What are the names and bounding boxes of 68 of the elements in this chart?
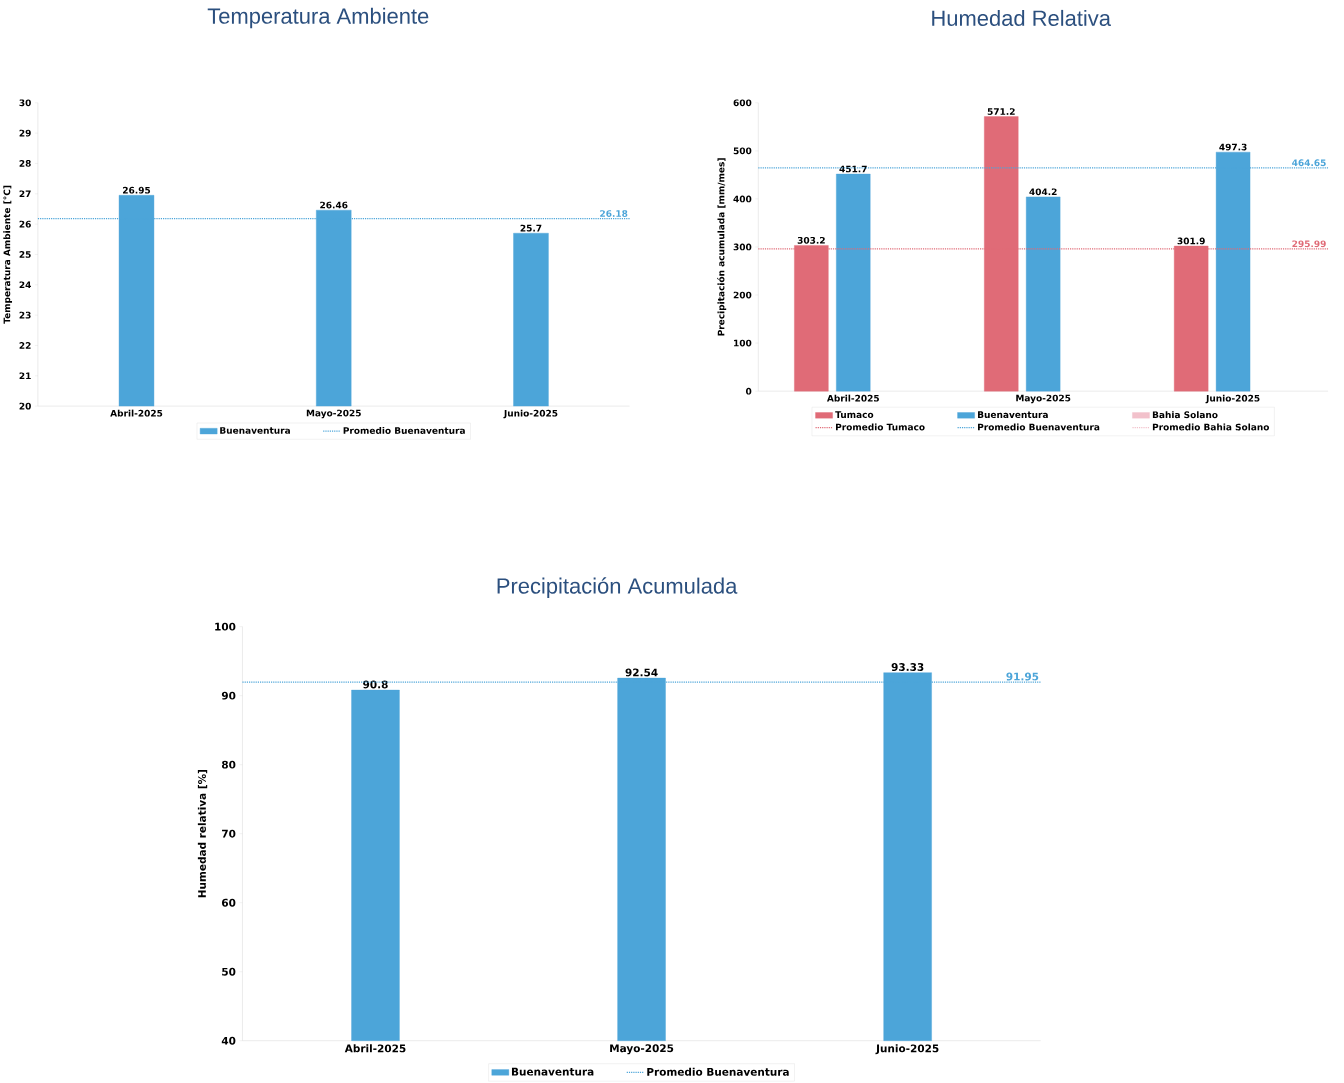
y-tick-label: 22 (19, 342, 31, 349)
y-tick-label: 23 (19, 311, 31, 319)
y-tick-label: 100 (215, 622, 236, 631)
data-label: 571.2 (987, 108, 1015, 116)
x-tick-label: Junio-2025 (1205, 394, 1260, 404)
y-tick-label: 60 (221, 898, 236, 907)
legend-label: Promedio Tumaco (836, 423, 925, 431)
y-tick-label: 200 (733, 291, 752, 299)
y-tick-label: 500 (733, 147, 752, 155)
data-label: 301.9 (1177, 237, 1205, 245)
y-tick-label: 30 (19, 99, 31, 107)
y-tick-label: 24 (19, 281, 31, 289)
x-tick-label: Mayo-2025 (610, 1044, 674, 1055)
legend-label: Bahia Solano (1152, 411, 1218, 419)
ref-line-label: 295.99 (1292, 240, 1326, 248)
y-tick-label: 25 (19, 251, 31, 259)
legend-label: Buenaventura (978, 411, 1048, 419)
x-tick-label: Junio-2025 (875, 1044, 939, 1055)
bar (836, 174, 871, 392)
data-label: 93.33 (891, 663, 924, 672)
y-tick-label: 27 (19, 190, 31, 198)
data-label: 90.8 (363, 680, 388, 689)
data-label: 451.7 (839, 165, 867, 173)
y-tick-label: 0 (745, 387, 752, 395)
x-tick-label: Abril-2025 (344, 1044, 406, 1053)
y-tick-label: 28 (19, 160, 31, 168)
ref-line-label: 26.18 (600, 210, 628, 218)
data-label: 26.46 (320, 201, 348, 209)
x-tick-label: Abril-2025 (110, 409, 163, 417)
data-label: 497.3 (1219, 143, 1247, 151)
legend-label: Promedio Buenaventura (978, 423, 1100, 431)
y-tick-label: 400 (733, 195, 752, 203)
legend-label: Buenaventura (511, 1068, 594, 1076)
y-tick-label: 70 (222, 829, 236, 838)
x-tick-label: Mayo-2025 (1016, 394, 1071, 404)
data-label: 92.54 (625, 668, 658, 677)
y-tick-label: 26 (19, 220, 31, 228)
y-tick-label: 29 (19, 129, 31, 137)
x-tick-label: Mayo-2025 (306, 409, 361, 419)
data-label: 404.2 (1029, 188, 1057, 196)
y-tick-label: 40 (221, 1036, 236, 1045)
y-tick-label: 300 (733, 243, 752, 251)
data-label: 25.7 (520, 224, 542, 232)
y-axis-title: Humedad relativa [%] (197, 770, 208, 898)
y-tick-label: 600 (733, 99, 752, 107)
legend-label: Tumaco (835, 411, 874, 419)
y-tick-label: 50 (222, 967, 236, 976)
y-tick-label: 90 (221, 691, 236, 700)
ref-line-label: 91.95 (1006, 672, 1039, 681)
y-tick-label: 21 (19, 372, 31, 380)
chart-title: Precipitación Acumulada (497, 577, 738, 599)
x-tick-label: Junio-2025 (503, 409, 558, 419)
y-tick-label: 100 (734, 339, 752, 347)
y-axis-title: Precipitación acumulada [mm/mes] (717, 158, 727, 336)
legend-label: Buenaventura (220, 427, 290, 434)
legend-label: Promedio Bahia Solano (1152, 423, 1270, 431)
y-axis-title: Temperatura Ambiente [°C] (3, 186, 13, 324)
y-tick-label: 80 (221, 760, 236, 769)
chart-title: Temperatura Ambiente (207, 7, 429, 29)
legend-label: Promedio Buenaventura (343, 427, 465, 435)
ref-line-label: 464.65 (1292, 159, 1326, 167)
data-label: 26.95 (123, 186, 151, 194)
y-tick-label: 20 (19, 402, 31, 410)
chart-title: Humedad Relativa (932, 10, 1111, 27)
bar (1026, 196, 1061, 392)
x-tick-label: Abril-2025 (826, 394, 879, 402)
legend-label: Promedio Buenaventura (647, 1067, 789, 1076)
data-label: 303.2 (797, 237, 825, 244)
